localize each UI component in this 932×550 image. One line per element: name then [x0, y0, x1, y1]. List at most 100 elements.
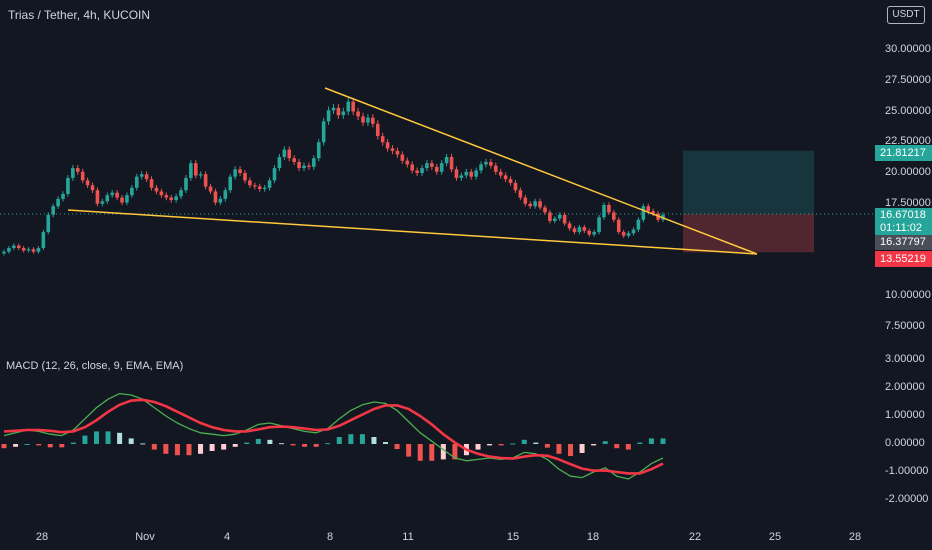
candle-body: [198, 174, 203, 176]
time-tick: 25: [768, 531, 782, 543]
trendlines[interactable]: [67, 87, 758, 255]
candle-body: [508, 179, 513, 183]
candle-body: [484, 161, 488, 165]
macd-histogram-bar: [452, 444, 458, 460]
candle-body: [75, 168, 80, 172]
last-price-badge: 16.37797: [875, 235, 932, 250]
candle-body: [523, 197, 528, 204]
candle-body: [154, 187, 159, 192]
candle-body: [297, 161, 301, 169]
candle-body: [371, 117, 375, 124]
candle-body: [489, 161, 493, 166]
candle-body: [646, 206, 651, 212]
candle-body: [267, 180, 272, 188]
macd-histogram-bar: [140, 443, 146, 445]
candle-body: [105, 195, 110, 202]
candle-body: [336, 107, 341, 116]
candle-body: [366, 117, 370, 123]
candle-body: [292, 158, 296, 162]
candle-body: [533, 201, 537, 207]
candle-body: [179, 190, 183, 197]
candle-body: [587, 230, 592, 235]
candle-body: [46, 214, 51, 233]
candle-body: [233, 169, 237, 177]
macd-histogram-bar: [591, 444, 597, 446]
candle-body: [420, 168, 424, 173]
candle-body: [405, 160, 410, 165]
candle-body: [272, 168, 277, 181]
price-tick: 22.50000: [885, 135, 931, 148]
macd-histogram-bar: [648, 438, 654, 444]
candle-body: [434, 166, 439, 172]
candle-body: [277, 157, 282, 169]
macd-histogram-bar: [278, 443, 284, 445]
currency-button[interactable]: USDT: [887, 6, 925, 24]
candle-body: [612, 212, 616, 220]
macd-histogram-bar: [533, 442, 539, 444]
candle-body: [208, 186, 213, 192]
candle-body: [312, 158, 316, 167]
candle-body: [85, 180, 90, 186]
candle-body: [621, 232, 626, 236]
candle-body: [56, 198, 60, 207]
macd-histogram-bar: [128, 438, 134, 444]
candle-body: [36, 248, 41, 252]
candle-body: [385, 142, 390, 149]
candle-body: [548, 212, 552, 221]
macd-histogram-bar: [267, 439, 273, 444]
macd-histogram-bar: [244, 442, 250, 444]
candle-body: [400, 154, 405, 161]
macd-histogram-bar: [255, 438, 261, 444]
target-price-badge: 21.81217: [875, 145, 932, 161]
macd-pane: [1, 392, 666, 480]
candle-body: [115, 192, 119, 198]
macd-histogram-bar: [232, 444, 238, 447]
time-tick: 28: [848, 531, 862, 543]
macd-histogram-bar: [59, 444, 65, 448]
candle-body: [257, 186, 262, 189]
candle-body: [321, 121, 326, 143]
macd-histogram-bar: [47, 444, 53, 448]
candle-body: [493, 165, 498, 172]
price-tick: 27.50000: [885, 73, 931, 86]
candle-body: [110, 192, 114, 196]
candle-body: [528, 203, 533, 207]
price-tick: 10.00000: [885, 289, 931, 301]
time-tick: 15: [506, 531, 520, 543]
candle-body: [149, 179, 154, 188]
macd-histogram-bar: [359, 434, 365, 444]
macd-histogram-bar: [221, 444, 227, 450]
macd-histogram-bar: [556, 444, 562, 454]
macd-histogram-bar: [117, 432, 123, 444]
candle-body: [193, 163, 198, 176]
macd-histogram-bar: [13, 444, 19, 447]
macd-histogram-bar: [336, 437, 342, 444]
price-tick: 17.50000: [885, 196, 931, 209]
candle-body: [169, 197, 174, 201]
macd-histogram-bar: [325, 443, 331, 445]
macd-histogram-bar: [1, 444, 7, 449]
candle-body: [361, 116, 365, 123]
macd-histogram-bar: [105, 431, 111, 444]
macd-histogram-bar: [625, 444, 631, 450]
time-tick: 4: [223, 531, 231, 543]
macd-histogram-bar: [371, 437, 377, 444]
candle-body: [144, 174, 149, 180]
time-tick: 18: [586, 531, 600, 543]
candle-body: [582, 227, 587, 231]
candle-body: [80, 171, 85, 181]
candle-body: [16, 245, 21, 249]
candle-body: [282, 149, 287, 158]
macd-histogram-bar: [544, 444, 550, 448]
position-tool[interactable]: [0, 150, 875, 253]
candle-body: [21, 248, 26, 251]
candle-body: [174, 196, 178, 201]
macd-histogram-bar: [82, 435, 88, 444]
upper-trendline: [324, 87, 758, 255]
time-tick: 28: [35, 531, 49, 543]
countdown: 01:11:02: [880, 222, 923, 234]
candle-body: [341, 111, 346, 116]
candle-body: [449, 157, 454, 170]
macd-histogram-bar: [209, 444, 215, 451]
